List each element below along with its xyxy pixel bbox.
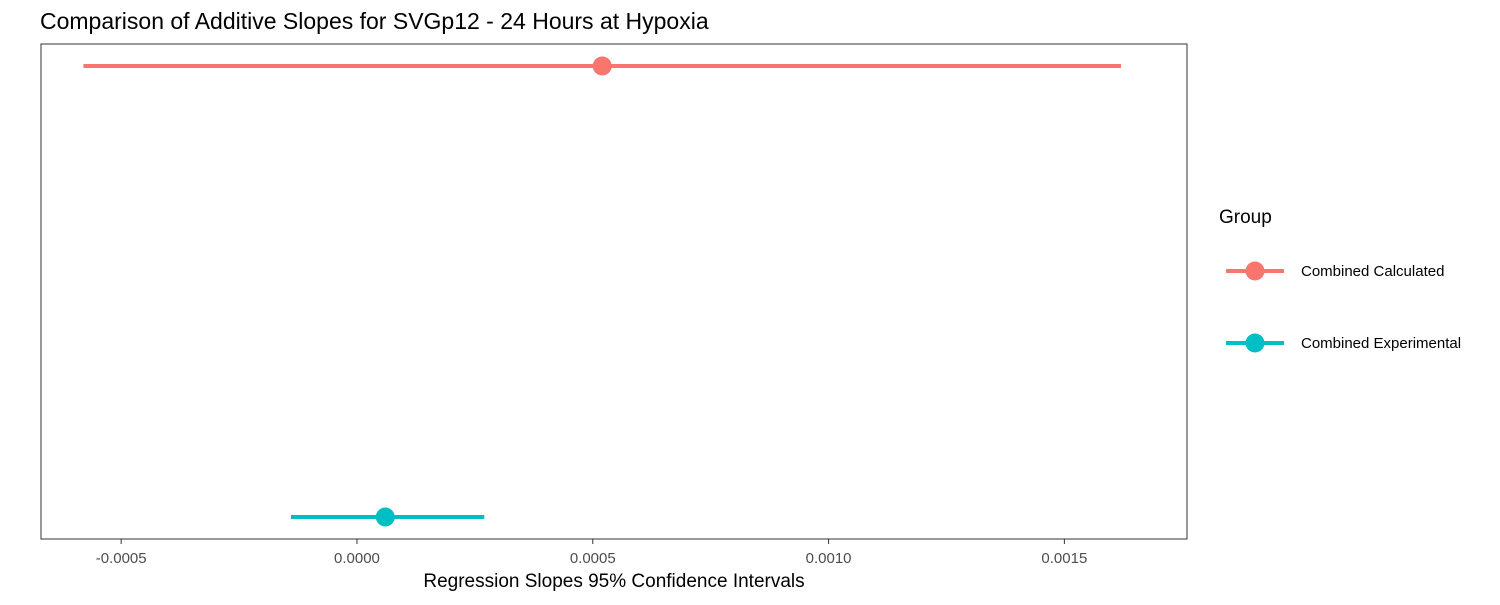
legend-item: Combined Calculated [1226, 261, 1444, 281]
x-tick-label: 0.0000 [334, 550, 380, 567]
legend-item: Combined Experimental [1226, 333, 1461, 353]
x-tick-label: 0.0015 [1041, 550, 1087, 567]
series-group [83, 56, 1121, 76]
estimate-point [592, 56, 612, 76]
plot-panel [40, 43, 1188, 540]
x-axis: -0.0005 0.0000 0.0005 0.0010 0.0015 [96, 539, 1087, 567]
x-tick-label: -0.0005 [96, 550, 147, 567]
legend-key-point [1245, 333, 1265, 353]
data-marks [83, 56, 1121, 527]
x-axis-label: Regression Slopes 95% Confidence Interva… [423, 571, 804, 592]
x-tick-label: 0.0005 [570, 550, 616, 567]
legend-label: Combined Experimental [1301, 335, 1461, 352]
legend-items: Combined Calculated Combined Experimental [1226, 261, 1461, 353]
legend-key-point [1245, 261, 1265, 281]
estimate-point [375, 507, 395, 527]
legend: Group Combined Calculated Combined Experi… [1219, 207, 1461, 353]
chart-title: Comparison of Additive Slopes for SVGp12… [40, 8, 709, 34]
legend-label: Combined Calculated [1301, 263, 1444, 280]
x-tick-label: 0.0010 [806, 550, 852, 567]
legend-title: Group [1219, 207, 1272, 228]
series-group [290, 507, 485, 527]
